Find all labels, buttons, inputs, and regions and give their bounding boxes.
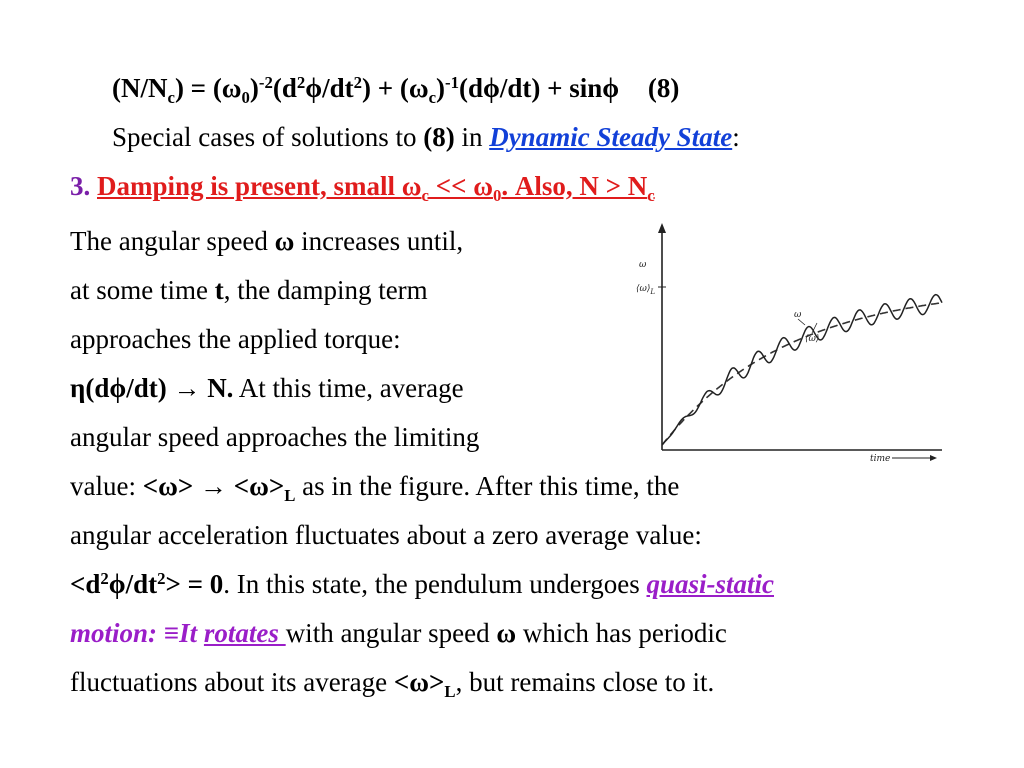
body-line-3: approaches the applied torque:: [70, 324, 401, 354]
average-curve: [661, 301, 943, 446]
body-line-1: The angular speed ω increases until,: [70, 226, 464, 256]
equation-number: (8): [647, 73, 680, 103]
average-pointer: [811, 322, 818, 334]
body-line-2: at some time t, the damping term: [70, 275, 428, 305]
section-title: Damping is present, small ωc << ω0. Also…: [97, 171, 655, 205]
x-axis-label-arrowhead: [930, 455, 937, 461]
body-line-8: <d2ϕ/dt2> = 0. In this state, the pendul…: [70, 568, 774, 599]
y-axis-label: ω: [639, 260, 647, 270]
angular-speed-figure: ω ⟨ω⟩L ω ⟨ω⟩ time: [636, 223, 943, 464]
x-axis-label: time: [870, 454, 890, 464]
body-line-7: angular acceleration fluctuates about a …: [70, 520, 702, 550]
body-line-5: angular speed approaches the limiting: [70, 422, 480, 452]
dynamic-steady-state-link[interactable]: Dynamic Steady State: [489, 122, 733, 152]
body-line-10: fluctuations about its average <ω>L, but…: [70, 667, 715, 701]
omega-curve-label: ω: [794, 310, 802, 320]
special-cases-line: Special cases of solutions to (8) in Dyn…: [112, 122, 740, 152]
body-line-4: η(dϕ/dt) → N. At this time, average: [70, 373, 464, 403]
body-line-6: value: <ω> → <ω>L as in the figure. Afte…: [70, 471, 680, 505]
section-heading: 3. Damping is present, small ωc << ω0. A…: [70, 170, 655, 205]
omega-pointer: [797, 318, 806, 326]
y-axis-arrowhead: [658, 223, 666, 233]
limit-label: ⟨ω⟩L: [636, 284, 655, 296]
quasi-static-link[interactable]: quasi-static: [646, 569, 774, 599]
equation-8: (N/Nc) = (ω0)-2(d2ϕ/dt2) + (ωc)-1(dϕ/dt)…: [112, 72, 680, 107]
omega-curve: [661, 293, 943, 446]
body-line-9: motion: ≡It rotates with angular speed ω…: [70, 618, 727, 648]
rotates-link[interactable]: rotates: [203, 618, 286, 648]
average-curve-label: ⟨ω⟩: [805, 334, 819, 344]
section-number: 3.: [70, 171, 91, 201]
